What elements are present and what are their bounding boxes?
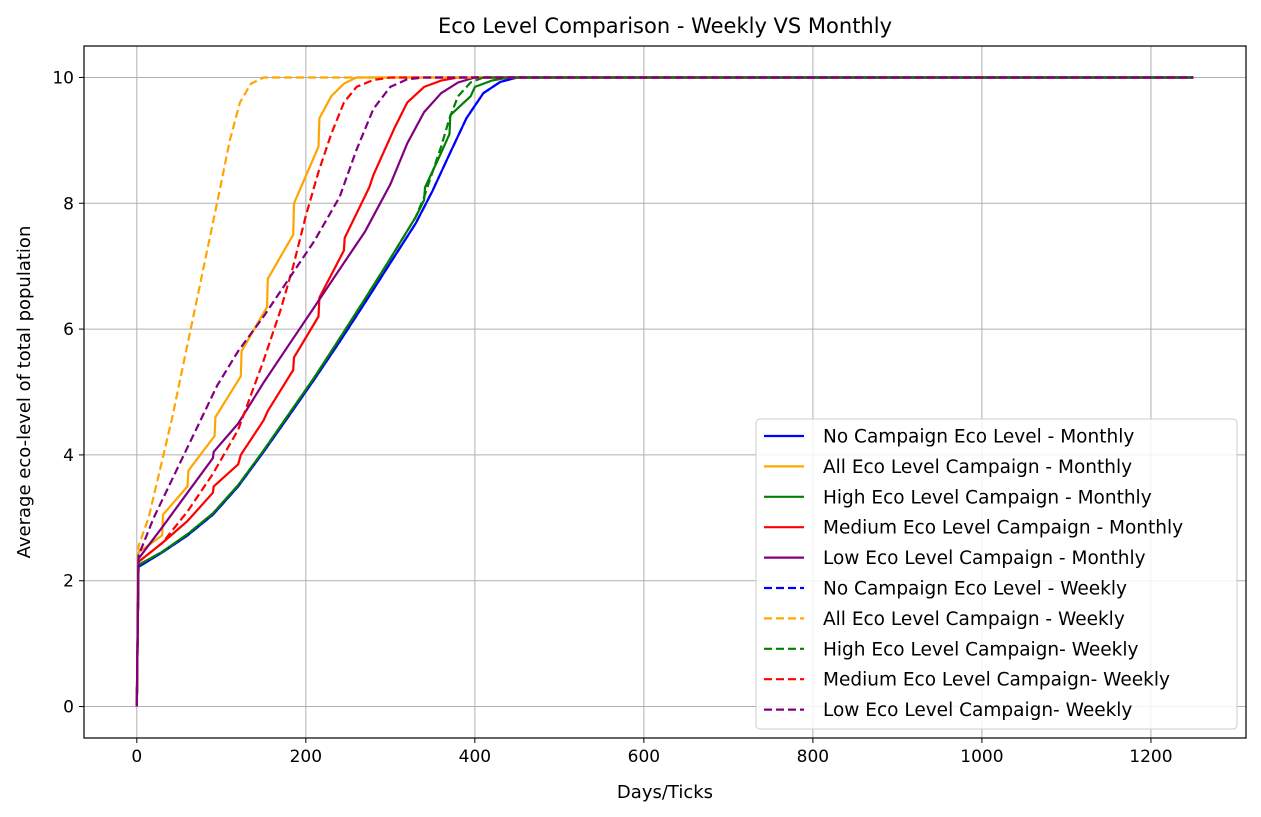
legend-label: High Eco Level Campaign- Weekly xyxy=(823,639,1139,660)
legend-label: All Eco Level Campaign - Monthly xyxy=(823,457,1132,478)
y-tick-label: 8 xyxy=(63,194,74,214)
x-tick-label: 0 xyxy=(131,747,142,767)
series-line-10 xyxy=(135,76,1194,707)
y-tick-label: 0 xyxy=(63,698,74,718)
x-axis-label: Days/Ticks xyxy=(617,782,713,803)
legend-label: Medium Eco Level Campaign- Weekly xyxy=(823,670,1170,691)
x-tick-label: 400 xyxy=(459,747,491,767)
series-line-8 xyxy=(135,76,1194,707)
x-tick-label: 800 xyxy=(797,747,829,767)
chart-title: Eco Level Comparison - Weekly VS Monthly xyxy=(438,14,892,38)
x-tick-label: 1000 xyxy=(960,747,1003,767)
legend-label: High Eco Level Campaign - Monthly xyxy=(823,487,1152,508)
legend-label: Medium Eco Level Campaign - Monthly xyxy=(823,518,1183,539)
y-axis-label: Average eco-level of total population xyxy=(14,226,35,559)
y-tick-label: 10 xyxy=(52,68,74,88)
series-lines xyxy=(135,76,1194,707)
legend-label: No Campaign Eco Level - Weekly xyxy=(823,579,1127,600)
series-line-9 xyxy=(135,76,1194,707)
series-line-4 xyxy=(135,76,1194,707)
plot-frame xyxy=(83,45,1247,739)
series-line-7 xyxy=(135,76,754,707)
axis-ticks: 0 200 400 600 800 1000 1200 0 2 4 6 8 10 xyxy=(52,68,1172,767)
legend-label: No Campaign Eco Level - Monthly xyxy=(823,427,1134,448)
y-tick-label: 4 xyxy=(63,446,74,466)
legend: No Campaign Eco Level - Monthly All Eco L… xyxy=(755,418,1238,730)
x-tick-label: 600 xyxy=(628,747,660,767)
series-line-2 xyxy=(135,76,1194,707)
legend-label: All Eco Level Campaign - Weekly xyxy=(823,609,1125,630)
legend-box xyxy=(755,418,1238,730)
series-line-6 xyxy=(135,76,1194,707)
legend-label: Low Eco Level Campaign - Monthly xyxy=(823,548,1146,569)
legend-label: Low Eco Level Campaign- Weekly xyxy=(823,700,1132,721)
y-tick-label: 2 xyxy=(63,572,74,592)
series-line-5 xyxy=(135,76,1194,707)
x-tick-label: 1200 xyxy=(1129,747,1172,767)
y-tick-label: 6 xyxy=(63,320,74,340)
x-tick-label: 200 xyxy=(290,747,322,767)
